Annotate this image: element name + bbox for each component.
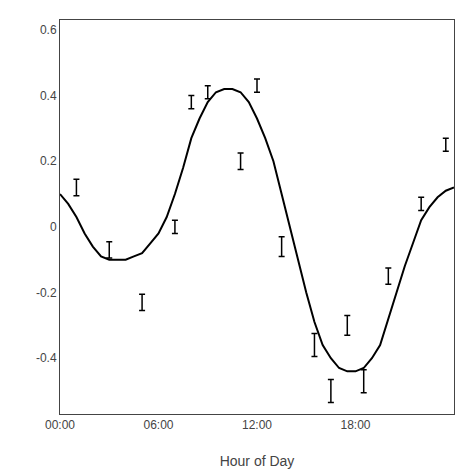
- svg-text:0.4: 0.4: [40, 89, 57, 103]
- svg-text:12:00: 12:00: [242, 418, 272, 432]
- svg-text:0: 0: [50, 220, 57, 234]
- svg-text:18:00: 18:00: [340, 418, 370, 432]
- svg-text:06:00: 06:00: [143, 418, 173, 432]
- svg-text:-0.2: -0.2: [36, 286, 57, 300]
- svg-text:-0.4: -0.4: [36, 351, 57, 365]
- svg-text:Hour of Day: Hour of Day: [220, 453, 295, 469]
- svg-text:00:00: 00:00: [45, 418, 75, 432]
- svg-text:0.2: 0.2: [40, 154, 57, 168]
- svg-text:0.6: 0.6: [40, 23, 57, 37]
